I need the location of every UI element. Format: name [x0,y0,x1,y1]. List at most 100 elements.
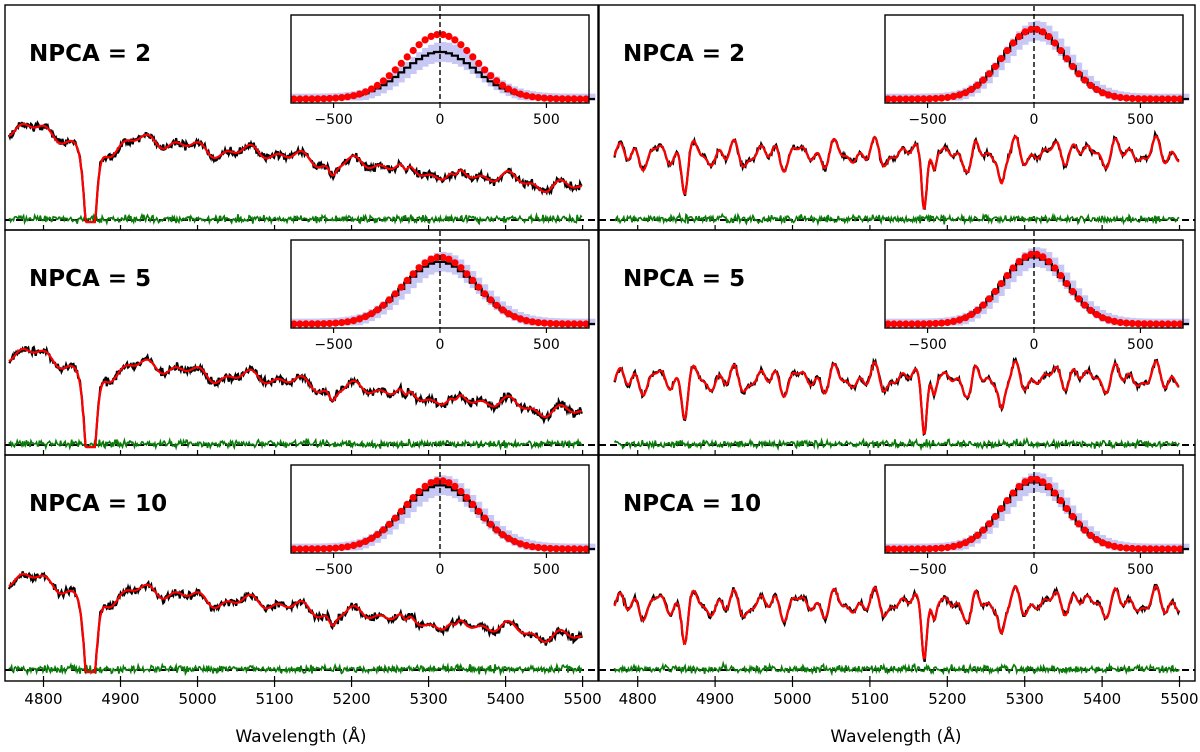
model-losvd-point [973,531,982,540]
model-losvd-point [391,290,399,298]
model-losvd-point [1033,25,1041,33]
model-losvd-point [896,95,904,103]
model-losvd-point [1021,478,1029,486]
model-losvd-point [397,507,405,515]
model-losvd-point [902,545,910,553]
model-losvd-point [397,283,405,291]
model-losvd-point [475,59,483,67]
model-losvd-point [576,320,584,328]
model-losvd-point [961,314,970,322]
losvd-inset: −500 0 500 [290,6,596,128]
inset-tick-label: 0 [1030,562,1039,578]
model-losvd-point [1134,545,1142,553]
model-losvd-point [938,544,946,552]
model-losvd-point [1081,526,1089,534]
model-losvd-point [409,46,417,55]
model-losvd-point [1158,320,1166,328]
model-losvd-point [1116,318,1124,327]
model-losvd-point [582,320,590,328]
model-losvd-point [391,514,399,522]
inset-tick-label: 500 [533,112,560,128]
model-losvd-point [991,512,999,521]
model-losvd-point [1039,478,1047,486]
inset-tick-label: 0 [1030,112,1039,128]
model-losvd-point [914,320,922,328]
model-spectrum-line [613,359,1180,435]
model-losvd-point [332,319,340,327]
model-losvd-point [528,318,537,326]
model-losvd-point [1057,47,1065,55]
model-losvd-point [1134,320,1142,328]
x-tick-label: 5100 [851,690,889,708]
model-losvd-point [499,306,507,314]
model-losvd-point [967,85,976,94]
model-losvd-point [920,95,928,103]
panel-frame [4,454,599,682]
residual-line [613,436,1180,452]
model-losvd-point [1170,545,1178,553]
losvd-inset: −500 0 500 [290,231,596,353]
model-losvd-point [433,30,441,39]
uncertainty-band-step [398,284,405,300]
model-losvd-point [961,89,970,97]
model-losvd-point [938,94,946,102]
model-losvd-point [320,320,328,328]
model-losvd-point [361,88,370,96]
model-losvd-point [361,313,370,321]
model-losvd-point [890,95,898,103]
model-losvd-point [475,507,483,515]
model-losvd-point [499,531,507,539]
model-losvd-point [908,545,916,553]
model-losvd-point [528,543,537,551]
uncertainty-band-step [469,56,477,74]
uncertainty-band-step [1016,31,1023,50]
model-losvd-point [415,264,423,272]
model-losvd-point [451,259,459,267]
model-losvd-point [367,534,376,543]
uncertainty-band-step [398,67,405,83]
model-losvd-point [379,526,387,534]
model-losvd-point [949,317,958,325]
model-losvd-point [1057,272,1065,280]
model-losvd-point [499,81,507,89]
model-losvd-point [926,545,934,553]
model-losvd-point [1110,92,1119,100]
model-losvd-point [1009,39,1017,47]
model-losvd-point [540,94,548,102]
npca-label: NPCA = 10 [623,491,761,517]
uncertainty-band-step [1010,38,1017,57]
x-tick-label: 5400 [1083,690,1121,708]
uncertainty-band-step [457,47,465,67]
uncertainty-band-step [1022,252,1029,272]
model-losvd-point [1152,320,1160,328]
model-losvd-point [1075,70,1083,78]
uncertainty-band-step [589,543,596,551]
x-axis-label-right: Wavelength (Å) [830,725,961,747]
npca-label: NPCA = 5 [29,266,151,292]
model-losvd-point [576,545,584,553]
uncertainty-band-step [451,44,459,65]
model-losvd-point [884,320,892,328]
npca-label: NPCA = 10 [29,491,167,517]
model-losvd-point [967,535,976,544]
uncertainty-band-step [481,67,489,83]
model-losvd-point [373,81,381,89]
model-losvd-point [582,545,590,553]
model-losvd-point [1146,95,1154,103]
uncertainty-band-step [998,505,1005,522]
model-losvd-point [1045,258,1053,266]
model-spectrum-line [8,122,582,224]
model-losvd-point [320,95,328,103]
model-losvd-point [1063,55,1071,63]
model-losvd-point [570,320,578,328]
model-losvd-point [1015,33,1023,41]
model-losvd-point [421,259,429,267]
residual-line [8,436,583,451]
model-losvd-point [481,290,489,298]
model-losvd-point [564,545,572,553]
uncertainty-band-step [380,80,387,94]
model-losvd-point [1170,95,1178,103]
uncertainty-band-step [422,47,429,67]
model-losvd-point [367,85,376,93]
